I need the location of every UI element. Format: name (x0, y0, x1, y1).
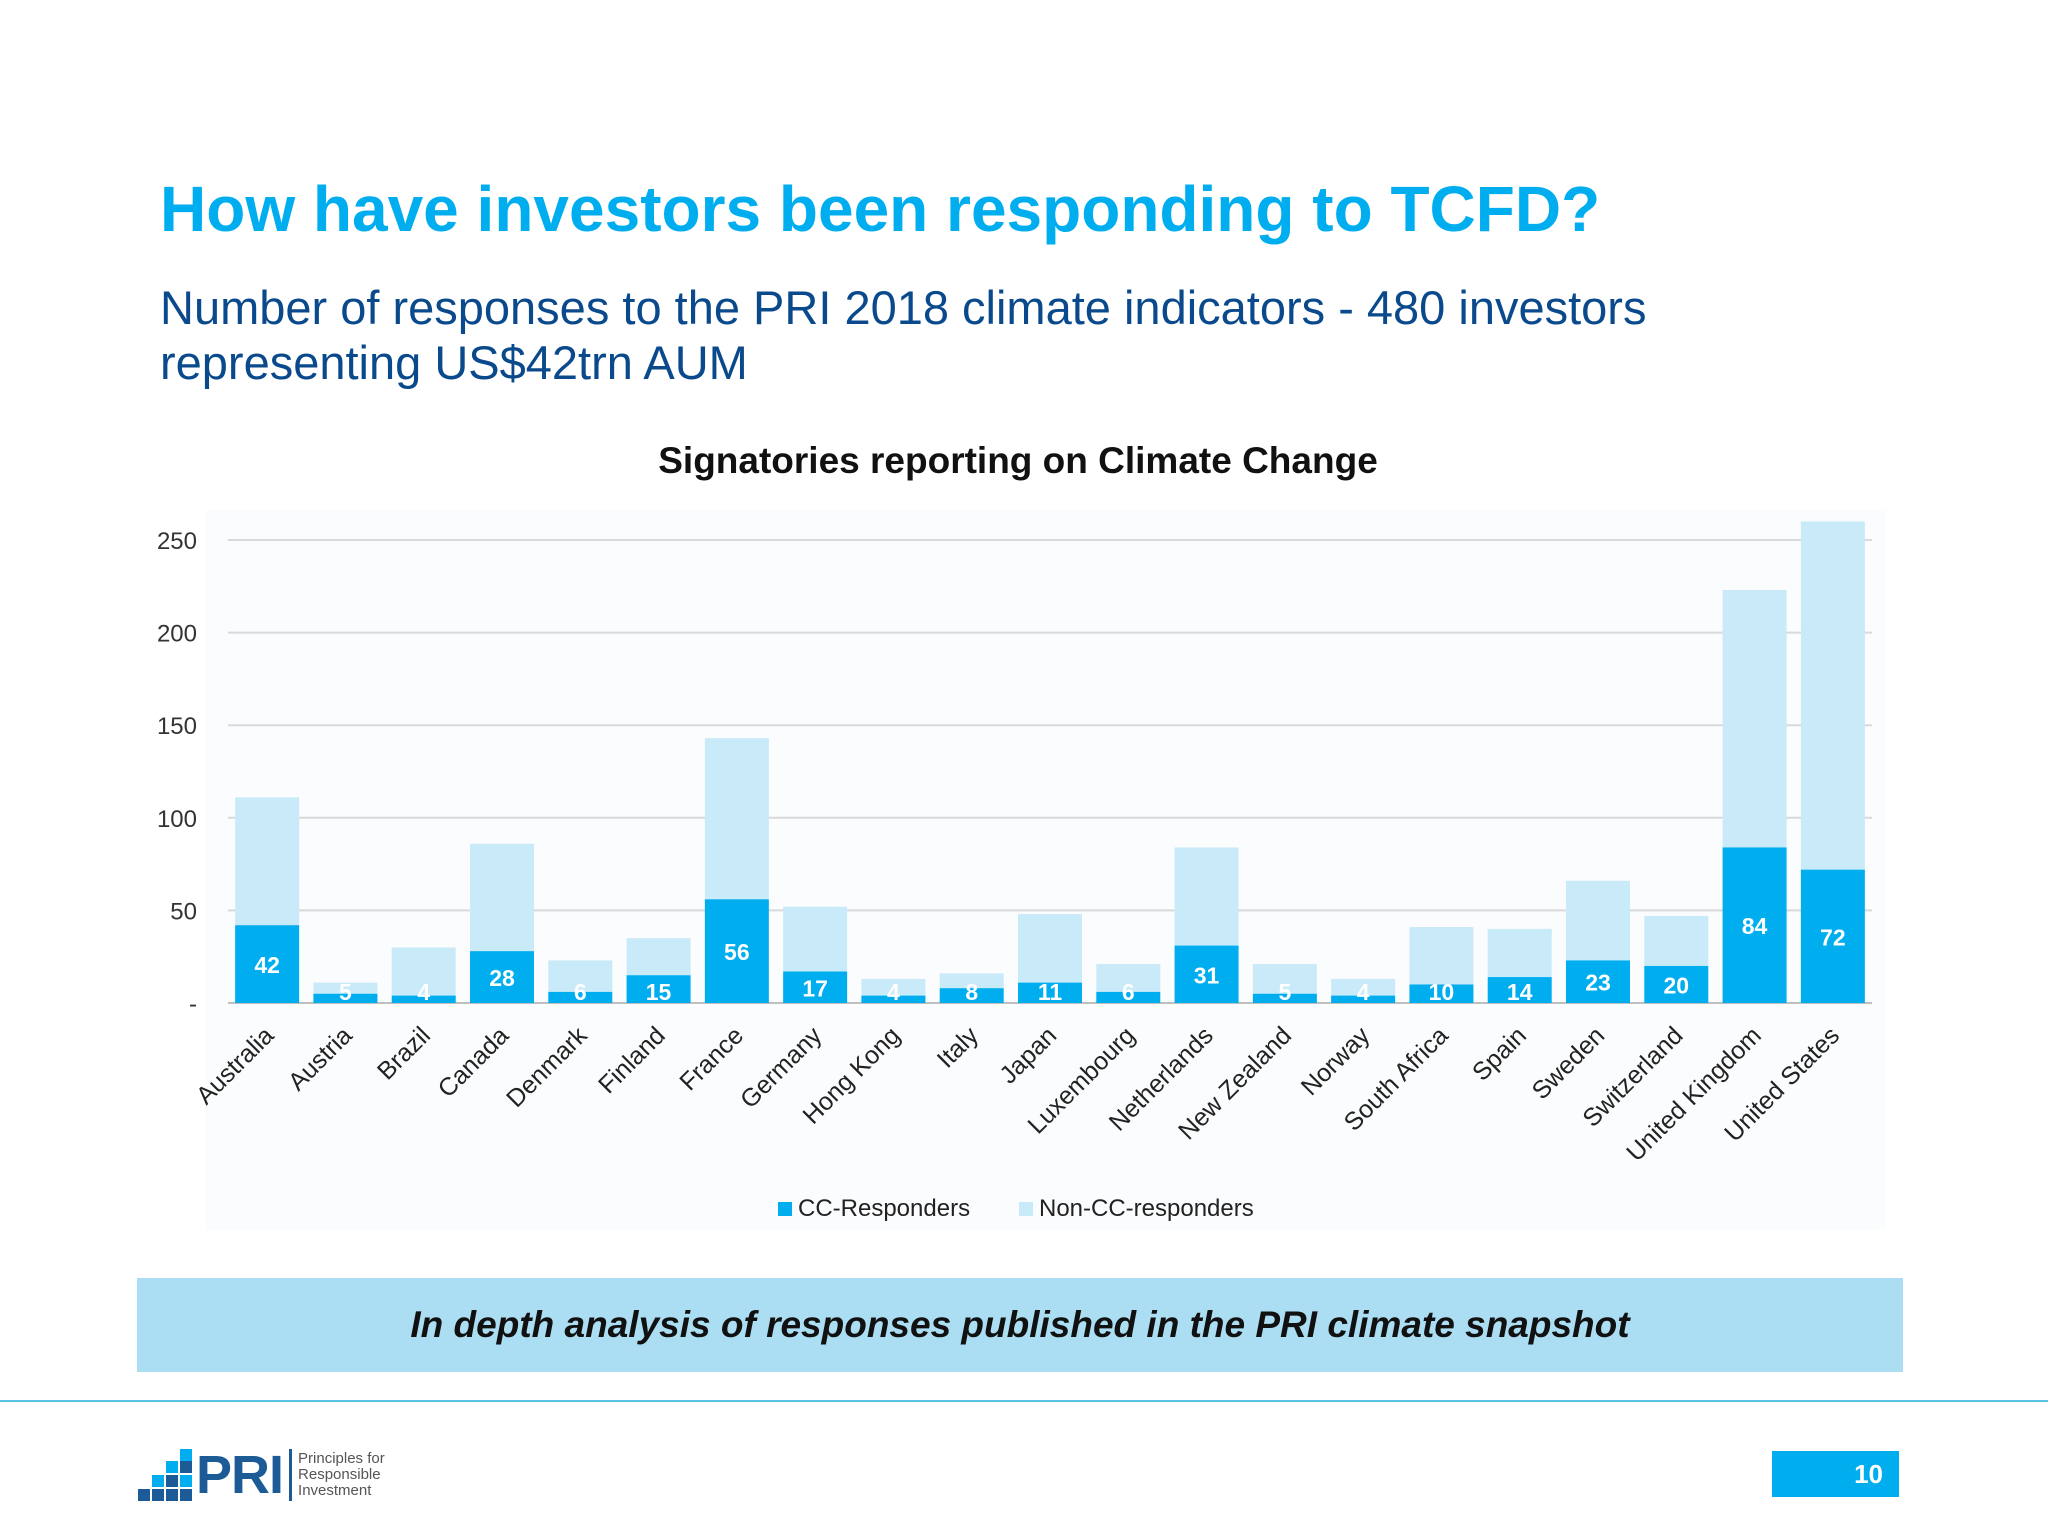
pri-logo: PRI Principles for Responsible Investmen… (138, 1447, 385, 1503)
bar-non-cc-responders (1252, 964, 1317, 994)
bar-non-cc-responders (1331, 978, 1396, 996)
y-tick-label: 100 (157, 806, 197, 833)
bar-cc-responders (1409, 984, 1474, 1003)
chart-svg: Signatories reporting on Climate Change -… (157, 440, 1885, 1230)
y-tick-label: 150 (157, 713, 197, 740)
bar-non-cc-responders (1018, 914, 1082, 983)
y-tick-label: 200 (157, 621, 197, 648)
bar-cc-responders (1566, 960, 1630, 1003)
bar-cc-responders (548, 991, 613, 1003)
slide-title: How have investors been responding to TC… (160, 173, 1601, 245)
bar-cc-responders (1096, 991, 1161, 1003)
bar-non-cc-responders (1409, 927, 1474, 985)
data-label: 20 (1663, 972, 1689, 998)
pri-logo-text: PRI (196, 1445, 284, 1505)
page-number: 10 (1772, 1451, 1899, 1497)
chart-title: Signatories reporting on Climate Change (658, 440, 1378, 481)
bar-non-cc-responders (1644, 915, 1709, 966)
bar-cc-responders (939, 988, 1004, 1003)
data-label: 5 (339, 979, 352, 1005)
pri-logo-tagline: Principles for Responsible Investment (298, 1450, 385, 1499)
y-tick-label: 50 (170, 898, 197, 925)
bar-non-cc-responders (313, 982, 378, 994)
data-label: 72 (1820, 924, 1846, 950)
data-label: 4 (417, 979, 430, 1005)
bar-non-cc-responders (470, 843, 534, 952)
bar-cc-responders (1331, 995, 1396, 1003)
data-label: 5 (1278, 979, 1291, 1005)
snapshot-banner: In depth analysis of responses published… (137, 1278, 1903, 1372)
data-label: 4 (887, 979, 900, 1005)
legend-swatch-non-cc-responders (1019, 1202, 1033, 1216)
data-label: 31 (1194, 962, 1220, 988)
logo-separator (289, 1449, 293, 1501)
bar-cc-responders (235, 925, 300, 1003)
data-label: 56 (724, 939, 750, 965)
bar-cc-responders (313, 993, 378, 1003)
bar-non-cc-responders (1487, 928, 1552, 978)
bar-non-cc-responders (1174, 847, 1239, 946)
bar-non-cc-responders (783, 906, 848, 972)
bar-non-cc-responders (1722, 590, 1787, 848)
data-label: 11 (1038, 979, 1063, 1005)
bar-cc-responders (1722, 847, 1787, 1003)
bar-non-cc-responders (1800, 521, 1865, 870)
bar-cc-responders (704, 899, 769, 1003)
legend-swatch-cc-responders (778, 1202, 792, 1216)
banner-text: In depth analysis of responses published… (410, 1304, 1630, 1345)
data-label: 84 (1742, 913, 1768, 939)
legend-label-non-cc-responders: Non-CC-responders (1039, 1195, 1254, 1222)
data-label: 15 (646, 979, 672, 1005)
bar-cc-responders (861, 995, 926, 1003)
data-label: 8 (965, 979, 978, 1005)
bar-cc-responders (1487, 977, 1552, 1003)
data-label: 42 (254, 952, 280, 978)
bar-cc-responders (1018, 982, 1082, 1003)
bar-non-cc-responders (939, 973, 1004, 989)
footer-divider (0, 1400, 2048, 1402)
data-label: 6 (574, 979, 587, 1005)
data-label: 28 (489, 965, 515, 991)
data-label: 6 (1122, 979, 1135, 1005)
data-label: 17 (802, 975, 828, 1001)
bar-non-cc-responders (626, 938, 691, 976)
bar-cc-responders (470, 951, 534, 1003)
slide-subtitle: Number of responses to the PRI 2018 clim… (160, 281, 1647, 389)
bar-non-cc-responders (861, 978, 926, 996)
bar-cc-responders (1800, 869, 1865, 1003)
bar-cc-responders (626, 975, 691, 1003)
y-tick-label: 250 (157, 528, 197, 555)
data-label: 10 (1429, 979, 1455, 1005)
bar-cc-responders (1252, 993, 1317, 1003)
bar-non-cc-responders (548, 960, 613, 992)
bar-non-cc-responders (391, 947, 456, 996)
bar-non-cc-responders (704, 738, 769, 900)
bar-non-cc-responders (1096, 964, 1161, 992)
bar-non-cc-responders (1566, 880, 1630, 961)
bar-cc-responders (783, 971, 848, 1003)
data-label: 4 (1357, 979, 1370, 1005)
stacked-bar-chart: Signatories reporting on Climate Change -… (0, 430, 2048, 1270)
bar-cc-responders (391, 995, 456, 1003)
data-label: 23 (1585, 970, 1611, 996)
bar-cc-responders (1644, 965, 1709, 1003)
data-label: 14 (1507, 979, 1533, 1005)
legend-label-cc-responders: CC-Responders (798, 1195, 970, 1222)
bar-cc-responders (1174, 945, 1239, 1003)
y-tick-label: - (189, 991, 197, 1018)
bar-non-cc-responders (235, 797, 300, 926)
pri-logo-squares-icon (138, 1449, 192, 1501)
